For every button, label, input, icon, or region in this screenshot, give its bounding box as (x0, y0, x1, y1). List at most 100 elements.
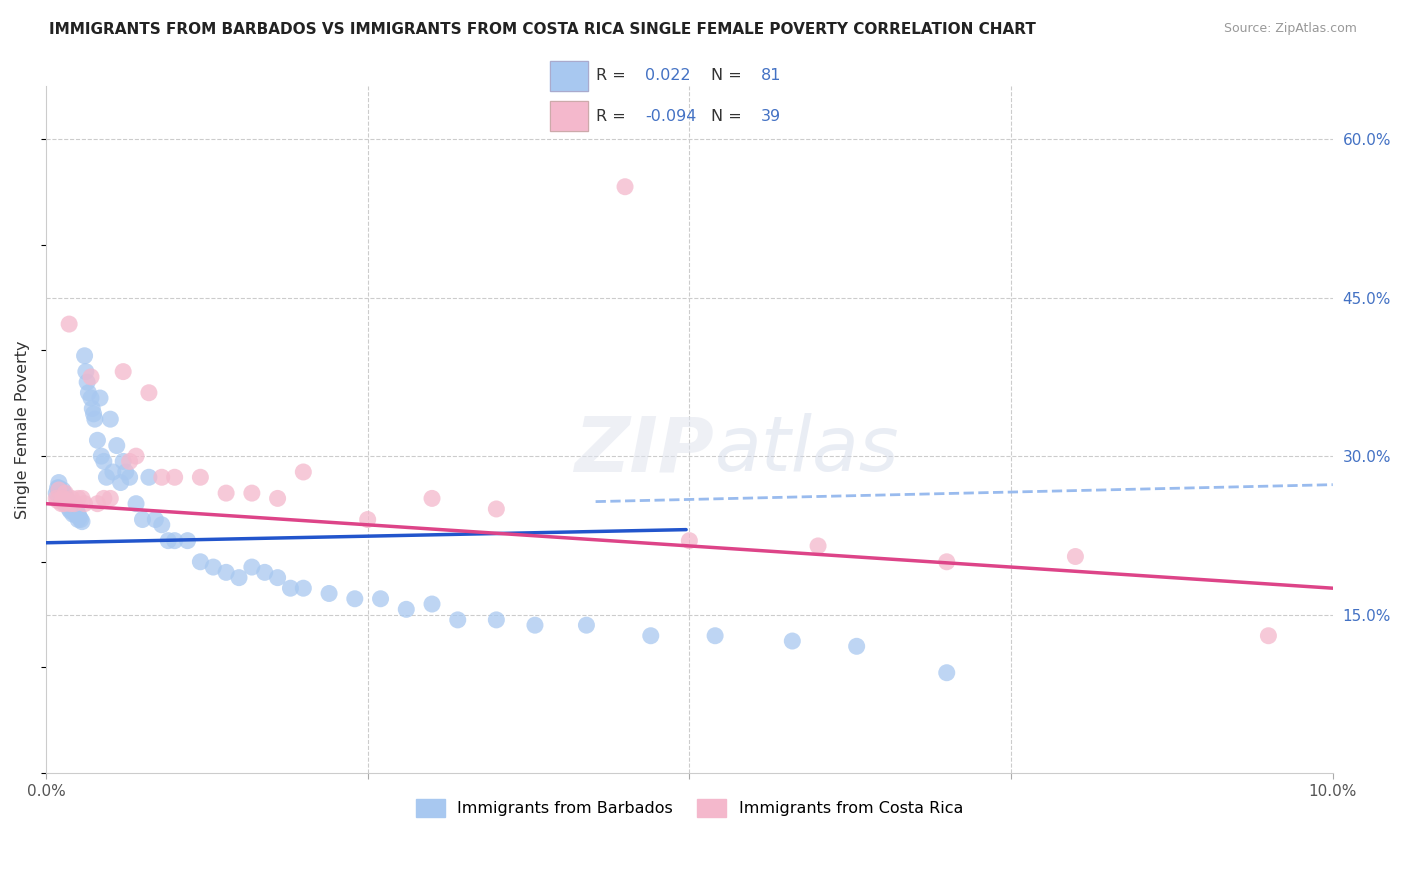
Point (163, 533, 186, 548)
Point (63, 497, 86, 511)
Point (1064, 549, 1087, 564)
Point (292, 465, 315, 479)
Point (51, 491, 73, 506)
Point (90, 449, 112, 463)
Point (240, 486, 263, 500)
Point (63, 502, 86, 516)
Bar (550, 62, 588, 91)
Point (131, 512, 153, 526)
Point (58, 317, 80, 331)
Point (89, 391, 111, 405)
Point (266, 491, 288, 506)
Point (143, 512, 166, 526)
Point (52, 491, 75, 506)
Text: Source: ZipAtlas.com: Source: ZipAtlas.com (1223, 22, 1357, 36)
Point (67, 510, 90, 524)
Point (58, 497, 80, 511)
Point (157, 533, 180, 548)
Point (395, 602, 418, 616)
Point (807, 539, 830, 553)
Point (67, 512, 90, 526)
Point (280, 581, 302, 595)
Point (98, 491, 121, 506)
Point (70, 515, 93, 529)
Point (138, 470, 160, 484)
Point (46, 493, 69, 508)
Text: ZIP: ZIP (575, 413, 716, 487)
Point (93, 491, 115, 506)
Point (66, 504, 89, 518)
Point (292, 581, 315, 595)
Point (253, 566, 276, 580)
Point (1257, 629, 1279, 643)
Point (485, 613, 508, 627)
Point (53, 486, 76, 500)
Point (77, 385, 100, 400)
Text: N =: N = (711, 109, 742, 124)
Point (114, 465, 136, 479)
Point (48, 481, 70, 495)
Point (125, 449, 148, 463)
Text: 39: 39 (761, 109, 780, 124)
Point (343, 591, 366, 606)
Text: IMMIGRANTS FROM BARBADOS VS IMMIGRANTS FROM COSTA RICA SINGLE FEMALE POVERTY COR: IMMIGRANTS FROM BARBADOS VS IMMIGRANTS F… (49, 22, 1036, 37)
Point (176, 533, 198, 548)
Point (73, 497, 96, 511)
Point (105, 439, 128, 453)
Point (215, 566, 238, 580)
Point (51, 497, 73, 511)
Point (704, 629, 727, 643)
Point (523, 618, 546, 632)
Point (845, 640, 868, 654)
Point (45, 491, 67, 506)
Point (86, 434, 108, 448)
Text: 0.022: 0.022 (645, 68, 692, 83)
Point (53, 493, 76, 508)
Point (118, 470, 141, 484)
Point (318, 586, 340, 600)
Point (138, 385, 160, 400)
Point (640, 629, 662, 643)
Point (53, 491, 76, 506)
Point (45, 486, 67, 500)
Point (48, 475, 70, 490)
Point (118, 454, 141, 468)
Point (76, 375, 98, 389)
Point (59, 497, 82, 511)
Point (46, 481, 69, 495)
Point (420, 597, 443, 611)
Point (614, 179, 637, 194)
Point (48, 483, 70, 497)
Point (101, 465, 124, 479)
Point (62, 504, 84, 518)
Point (73, 349, 96, 363)
Point (240, 560, 263, 574)
Point (202, 560, 225, 574)
Point (93, 454, 115, 468)
Point (150, 517, 173, 532)
Point (98, 412, 121, 426)
Point (67, 508, 90, 522)
Point (782, 634, 804, 648)
Point (125, 497, 148, 511)
Point (63, 504, 86, 518)
Point (357, 512, 380, 526)
Point (112, 454, 135, 468)
Point (53, 497, 76, 511)
Point (190, 555, 212, 569)
Bar (550, 62, 588, 91)
Point (96, 470, 118, 484)
Point (420, 491, 443, 506)
Point (56, 493, 79, 508)
Bar (550, 101, 588, 130)
Point (112, 365, 135, 379)
Point (56, 497, 79, 511)
Point (52, 483, 75, 497)
Point (53, 497, 76, 511)
Text: R =: R = (596, 109, 626, 124)
Point (69, 512, 91, 526)
Text: 81: 81 (761, 68, 782, 83)
Point (55, 491, 77, 506)
Point (370, 591, 392, 606)
Point (447, 613, 470, 627)
